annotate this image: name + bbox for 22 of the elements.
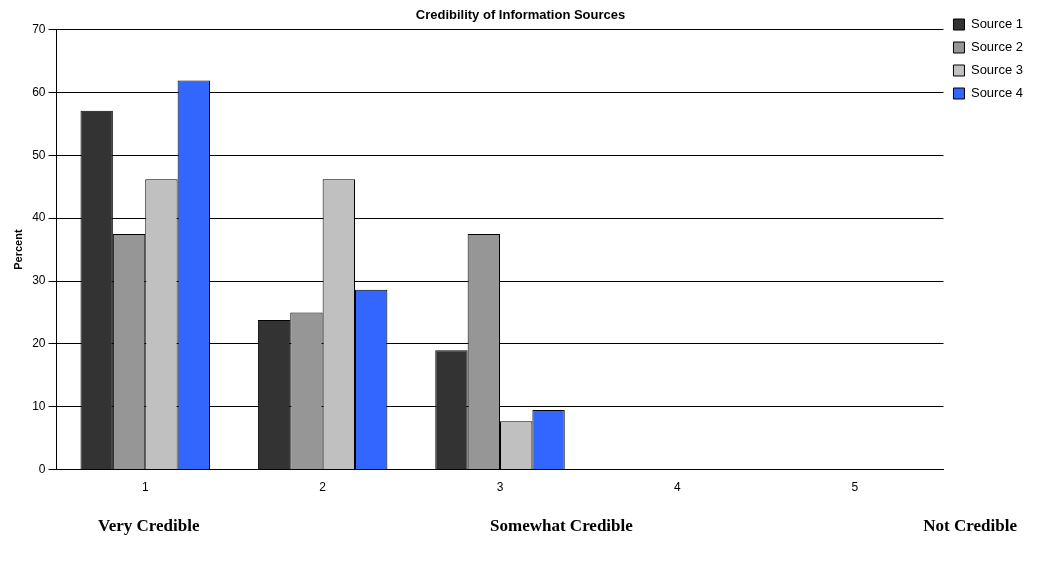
y-tick-label: 0: [38, 461, 46, 476]
y-tick-label: 70: [32, 21, 46, 36]
legend-label: Source 4: [970, 85, 1024, 101]
x-tick-label: 3: [496, 480, 504, 495]
y-axis-title: Percent: [11, 229, 24, 270]
text: Not Credible: [923, 516, 1017, 536]
y-tick-label: 20: [32, 336, 46, 351]
legend-label: Source 2: [970, 39, 1024, 55]
y-tick-label: 50: [32, 147, 46, 162]
text: Very Credible: [98, 516, 200, 536]
y-tick-label: 30: [32, 273, 46, 288]
x-tick-label: 2: [319, 480, 327, 495]
legend-label: Source 3: [970, 62, 1024, 78]
text: Somewhat Credible: [490, 516, 633, 536]
x-tick-label: 1: [141, 480, 149, 495]
x-tick-label: 4: [674, 480, 682, 495]
y-tick-label: 60: [32, 84, 46, 99]
y-tick-label: 40: [32, 210, 46, 225]
y-tick-label: 10: [32, 399, 46, 414]
chart-title: Credibility of Information Sources: [415, 7, 626, 23]
legend-label: Source 1: [970, 16, 1024, 32]
x-tick-label: 5: [851, 480, 859, 495]
